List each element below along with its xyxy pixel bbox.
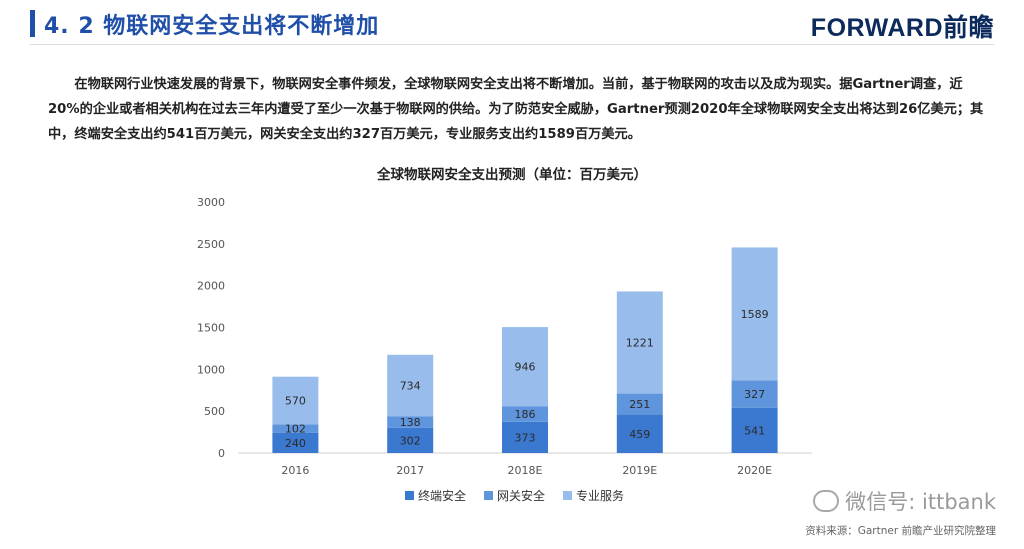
legend-label: 专业服务 — [576, 488, 624, 503]
bar-segment — [616, 291, 663, 394]
bar-segment — [616, 414, 663, 453]
bar-segment — [387, 427, 434, 453]
title-accent-bar — [30, 10, 35, 37]
legend-label: 网关安全 — [497, 488, 545, 503]
data-label: 1589 — [741, 308, 769, 321]
bar-segment — [502, 406, 548, 422]
x-tick-label: 2018E — [508, 464, 543, 477]
x-tick-label: 2016 — [281, 464, 309, 477]
bar-segment — [616, 393, 663, 415]
x-tick-label: 2020E — [737, 464, 772, 477]
bar-segment — [731, 247, 778, 381]
data-label: 327 — [744, 388, 765, 401]
y-tick-label: 1000 — [197, 363, 225, 376]
intro-paragraph: 在物联网行业快速发展的背景下，物联网安全事件频发，全球物联网安全支出将不断增加。… — [48, 77, 984, 142]
bar-segment — [731, 380, 778, 408]
data-label: 946 — [515, 361, 536, 374]
wechat-id: 微信号: ittbank — [845, 490, 996, 514]
data-label: 734 — [400, 379, 421, 392]
title-divider — [30, 44, 994, 45]
data-label: 251 — [629, 398, 650, 411]
chart-title: 全球物联网安全支出预测（单位：百万美元） — [376, 166, 647, 183]
data-label: 459 — [629, 428, 650, 441]
data-label: 138 — [400, 416, 421, 429]
source-note: 资料来源：Gartner 前瞻产业研究院整理 — [805, 525, 996, 537]
wechat-icon — [813, 490, 840, 512]
y-tick-label: 3000 — [197, 196, 225, 209]
data-label: 1221 — [626, 337, 654, 350]
data-label: 240 — [285, 437, 306, 450]
data-label: 541 — [744, 424, 765, 437]
wechat-watermark: 微信号: ittbank — [813, 486, 996, 516]
data-label: 102 — [285, 423, 306, 436]
legend-swatch — [563, 491, 572, 500]
legend-swatch — [405, 491, 414, 500]
bar-segment — [502, 327, 548, 407]
bar-segment — [731, 407, 778, 453]
bar-segment — [272, 432, 319, 453]
data-label: 570 — [285, 395, 306, 408]
y-tick-label: 2500 — [197, 238, 225, 251]
legend-swatch — [484, 491, 493, 500]
bar-segment — [387, 354, 434, 417]
bar-segment — [387, 416, 434, 428]
page-title: 4. 2 物联网安全支出将不断增加 — [44, 14, 380, 39]
bar-segment — [272, 424, 319, 433]
y-tick-label: 2000 — [197, 280, 225, 293]
y-tick-label: 500 — [204, 405, 225, 418]
y-tick-label: 1500 — [197, 322, 225, 335]
legend-label: 终端安全 — [418, 488, 466, 503]
data-label: 302 — [400, 434, 421, 447]
data-label: 186 — [515, 408, 536, 421]
bar-segment — [272, 376, 319, 425]
forward-logo: FORWARD前瞻 — [810, 14, 994, 42]
x-tick-label: 2019E — [622, 464, 657, 477]
bar-segment — [502, 421, 548, 453]
data-label: 373 — [515, 431, 536, 444]
x-tick-label: 2017 — [396, 464, 424, 477]
y-tick-label: 0 — [218, 447, 225, 460]
